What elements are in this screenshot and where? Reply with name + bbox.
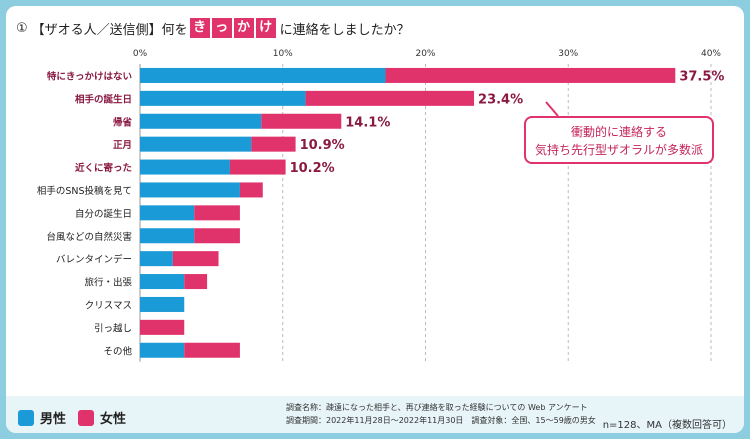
survey-name: 調査名称：疎遠になった相手と、再び連絡を取った経験についての Web アンケート — [286, 403, 588, 412]
title-keyword-char: っ — [211, 18, 232, 38]
total-value-label: 14.1% — [345, 115, 390, 130]
bar-female — [194, 205, 240, 221]
legend-swatch-female — [78, 409, 94, 426]
legend-label-male: 男性 — [40, 412, 67, 427]
bar-male — [140, 67, 386, 83]
chart-card: ① 【ザオる人／送信側】何を き っ か け に連絡をしましたか？ 0% 10% 2… — [6, 6, 744, 433]
bar-female — [184, 274, 208, 290]
x-tick-label: 40% — [701, 49, 721, 59]
category-label: 台風などの自然災害 — [46, 231, 132, 243]
bar-male — [140, 296, 185, 312]
callout-line: 気持ち先行型ザオラルが多数派 — [534, 143, 703, 157]
legend-male: 男性 — [18, 408, 66, 427]
category-label: その他 — [103, 345, 132, 357]
title-number: ① — [16, 20, 28, 36]
bar-female — [229, 159, 286, 175]
title-keyword: き っ か け — [189, 18, 278, 38]
bar-female — [140, 319, 185, 335]
category-label: 相手の誕生日 — [75, 93, 132, 105]
bar-female — [261, 113, 342, 129]
x-tick-label: 0% — [133, 49, 148, 59]
bar-chart: 0% 10% 20% 30% 40% 特にきっかけはない 37.5% 相手の誕生日 23.4% 帰… — [37, 49, 724, 362]
callout-box: 衝動的に連絡する 気持ち先行型ザオラルが多数派 — [524, 116, 714, 164]
bar-male — [140, 113, 262, 129]
bar-male — [140, 136, 252, 152]
total-value-label: 23.4% — [478, 92, 523, 107]
total-value-label: 37.5% — [679, 69, 724, 84]
bar-female — [194, 228, 240, 244]
bar-female — [172, 251, 219, 267]
bar-male — [140, 90, 306, 106]
chart-title: ① 【ザオる人／送信側】何を き っ か け に連絡をしましたか？ — [16, 18, 410, 38]
title-prefix: 【ザオる人／送信側】何を — [31, 22, 188, 38]
total-value-label: 10.2% — [290, 161, 335, 176]
bar-male — [140, 205, 195, 221]
legend-female: 女性 — [78, 408, 126, 427]
bar-male — [140, 274, 185, 290]
title-keyword-char: か — [233, 18, 254, 38]
bar-female — [305, 90, 475, 106]
category-label: 正月 — [113, 140, 132, 151]
category-label: 旅行・出張 — [84, 277, 132, 289]
total-value-label: 10.9% — [300, 138, 345, 153]
category-label: クリスマス — [85, 300, 132, 311]
category-label: 帰省 — [113, 116, 133, 128]
x-tick-label: 10% — [273, 49, 293, 59]
category-label: バレンタインデー — [56, 254, 132, 266]
footer: 男性 女性 調査名称：疎遠になった相手と、再び連絡を取った経験についての Web… — [6, 396, 744, 433]
legend-swatch-male — [18, 409, 34, 426]
title-keyword-char: け — [255, 18, 276, 38]
bar-male — [140, 251, 173, 267]
callout-pointer — [545, 101, 559, 117]
bar-male — [140, 342, 185, 358]
callout-line: 衝動的に連絡する — [570, 125, 667, 139]
category-label: 近くに寄った — [75, 162, 132, 174]
title-keyword-char: き — [189, 18, 210, 38]
bar-female — [184, 342, 240, 358]
x-tick-label: 30% — [558, 49, 578, 59]
category-label: 引っ越し — [94, 322, 132, 334]
bar-female — [251, 136, 296, 152]
category-label: 自分の誕生日 — [75, 208, 132, 220]
x-tick-label: 20% — [415, 49, 435, 59]
category-label: 特にきっかけはない — [47, 70, 132, 82]
sample-size: n=128、MA（複数回答可） — [602, 420, 732, 431]
legend-label-female: 女性 — [100, 412, 127, 427]
title-suffix: に連絡をしましたか？ — [279, 22, 410, 38]
bar-male — [140, 182, 240, 198]
bar-male — [140, 159, 230, 175]
bar-female — [239, 182, 263, 198]
survey-period: 調査期間：2022年11月28日～2022年11月30日 調査対象：全国、15～… — [286, 416, 596, 425]
category-label: 相手のSNS投稿を見て — [37, 185, 132, 197]
bar-female — [385, 67, 676, 83]
bar-male — [140, 228, 195, 244]
